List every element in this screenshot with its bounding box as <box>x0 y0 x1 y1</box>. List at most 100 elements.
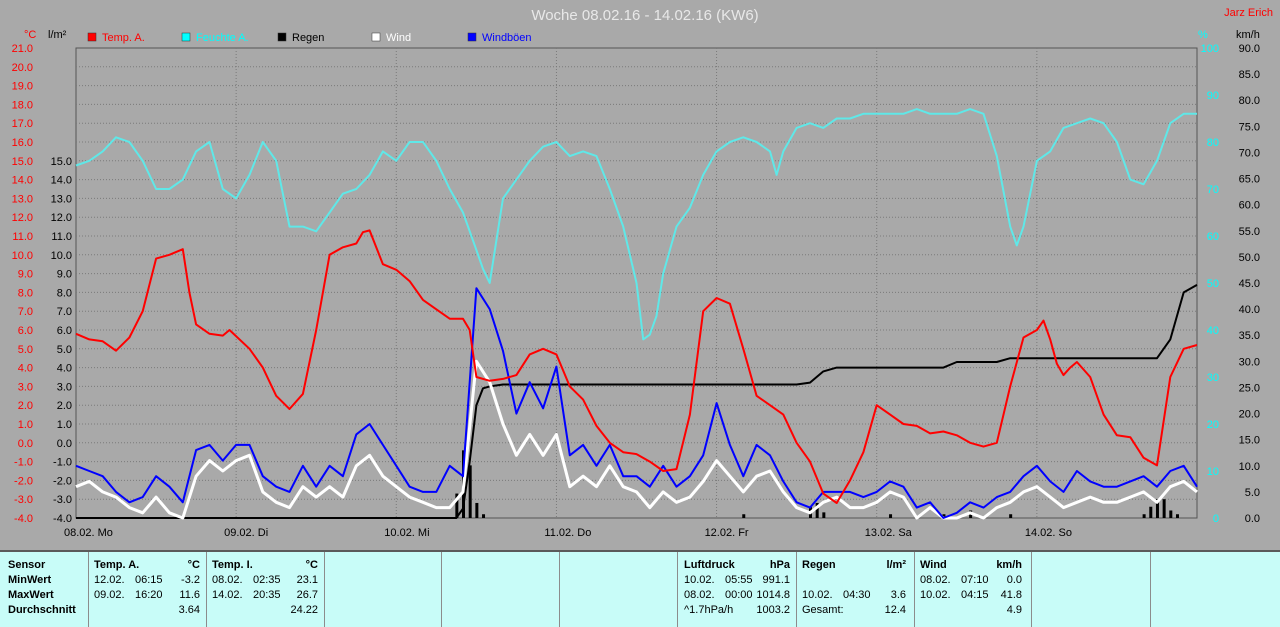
temp-tick-label: 10.0 <box>12 250 33 262</box>
stats-luftdruck-header: Luftdruck <box>684 559 735 571</box>
rain-tick-label: 12.0 <box>51 212 72 224</box>
plot-area: 21.0 20.0 19.0 18.0 17.0 16.0 15.0 14.0 13.0 12.0… <box>12 43 1260 539</box>
legend-item: Regen <box>277 32 324 44</box>
wind-tick-label: 60.0 <box>1239 200 1260 212</box>
stats-date: 10.02. <box>920 589 951 601</box>
stats-regen-unit: l/m² <box>886 559 906 571</box>
stats-time: 20:35 <box>253 589 281 601</box>
legend-label: Windböen <box>482 32 532 44</box>
legend-swatch <box>277 32 287 42</box>
rain-bar <box>1169 510 1173 518</box>
wind-tick-label: 25.0 <box>1239 382 1260 394</box>
x-tick-label: 13.02. Sa <box>865 527 913 539</box>
stats-value: 3.64 <box>178 604 200 616</box>
rain-tick-label: 14.0 <box>51 175 72 187</box>
temp-tick-label: 8.0 <box>18 287 33 299</box>
stats-date: 08.02. <box>684 589 715 601</box>
rain-tick-label: 5.0 <box>57 344 72 356</box>
rain-bar <box>1155 499 1159 518</box>
temp-tick-label: 1.0 <box>18 419 33 431</box>
stats-date: 10.02. <box>802 589 833 601</box>
wind-tick-label: 45.0 <box>1239 278 1260 290</box>
stats-time: 00:00 <box>725 589 753 601</box>
wind-tick-label: 70.0 <box>1239 147 1260 159</box>
stats-date: 10.02. <box>684 574 715 586</box>
humidity-tick-label: 20 <box>1207 419 1219 431</box>
rain-tick-label: 10.0 <box>51 250 72 262</box>
temp-tick-label: 2.0 <box>18 400 33 412</box>
stats-temp-a-column: Temp. A. °C 12.02. 06:15 -3.2 09.02. 16:20 11… <box>94 558 200 618</box>
x-tick-label: 11.02. Do <box>544 527 591 539</box>
stats-sensor-column: Sensor MinWert MaxWert Durchschnitt <box>8 558 86 618</box>
rain-tick-label: 13.0 <box>51 193 72 205</box>
stats-row-label: MaxWert <box>8 589 54 601</box>
temp-tick-label: 3.0 <box>18 381 33 393</box>
rain-tick-label: -4.0 <box>53 513 72 525</box>
temp-tick-label: 20.0 <box>12 62 33 74</box>
stats-value: 23.1 <box>296 574 318 586</box>
humidity-tick-label: 10 <box>1207 466 1219 478</box>
stats-value: 26.7 <box>296 589 318 601</box>
rain-tick-label: 3.0 <box>57 381 72 393</box>
humidity-tick-label: 40 <box>1207 325 1219 337</box>
temp-tick-label: 5.0 <box>18 344 33 356</box>
temp-tick-label: 6.0 <box>18 325 33 337</box>
temp-tick-label: 14.0 <box>12 175 33 187</box>
stats-value: 12.4 <box>884 604 906 616</box>
stats-temp-i-unit: °C <box>305 559 318 571</box>
wind-tick-label: 30.0 <box>1239 356 1260 368</box>
temp-tick-label: 13.0 <box>12 193 33 205</box>
stats-value: 3.6 <box>890 589 906 601</box>
stats-time: 16:20 <box>135 589 163 601</box>
statistics-panel: Sensor MinWert MaxWert Durchschnitt Temp… <box>0 550 1280 627</box>
stats-date: 08.02. <box>920 574 951 586</box>
humidity-tick-label: 30 <box>1207 372 1219 384</box>
rain-tick-label: 2.0 <box>57 400 72 412</box>
stats-date: 08.02. <box>212 574 243 586</box>
rain-tick-label: 8.0 <box>57 287 72 299</box>
wind-line <box>75 359 1198 520</box>
temp-tick-label: 16.0 <box>12 137 33 149</box>
plot-frame <box>75 47 1198 519</box>
rain-bar <box>475 502 479 518</box>
wind-tick-label: 75.0 <box>1239 121 1260 133</box>
gust-line <box>75 287 1198 519</box>
stats-temp-a-unit: °C <box>187 559 200 571</box>
rain-tick-label: 15.0 <box>51 156 72 168</box>
rain-bar <box>455 493 459 518</box>
humidity-tick-label: 80 <box>1207 137 1219 149</box>
rain-bar <box>468 465 472 518</box>
x-tick-label: 12.02. Fr <box>705 527 749 539</box>
wind-tick-label: 50.0 <box>1239 252 1260 264</box>
rain-tick-label: 6.0 <box>57 325 72 337</box>
legend-swatch <box>87 32 97 42</box>
legend-item: Wind <box>371 32 411 44</box>
stats-time: 02:35 <box>253 574 281 586</box>
rain-tick-label: 1.0 <box>57 419 72 431</box>
wind-tick-label: 80.0 <box>1239 95 1260 107</box>
wind-tick-label: 10.0 <box>1239 461 1260 473</box>
rain-bar <box>1175 514 1179 518</box>
wind-tick-label: 35.0 <box>1239 330 1260 342</box>
x-tick-label: 09.02. Di <box>224 527 268 539</box>
temp-tick-label: 21.0 <box>12 43 33 55</box>
stats-luftdruck-column: Luftdruck hPa 10.02. 05:55 991.1 08.02. 00:0… <box>684 558 790 618</box>
rain-bar <box>482 514 486 518</box>
stats-value: 991.1 <box>762 574 790 586</box>
temperature-line <box>75 229 1198 504</box>
stats-regen-header: Regen <box>802 559 836 571</box>
x-tick-label: 08.02. Mo <box>64 527 113 539</box>
author-label: Jarz Erich <box>1224 7 1273 19</box>
x-tick-label: 10.02. Mi <box>384 527 429 539</box>
temp-tick-label: 7.0 <box>18 306 33 318</box>
stats-temp-i-column: Temp. I. °C 08.02. 02:35 23.1 14.02. 20:35 26… <box>212 558 318 618</box>
rain-tick-label: 9.0 <box>57 269 72 281</box>
legend-label: Temp. A. <box>102 32 145 44</box>
stats-temp-i-header: Temp. I. <box>212 559 253 571</box>
stats-value: 1014.8 <box>756 589 790 601</box>
weather-chart: Woche 08.02.16 - 14.02.16 (KW6) Jarz Eri… <box>12 7 1273 539</box>
stats-value: 24.22 <box>290 604 318 616</box>
rain-unit-label: l/m² <box>48 29 67 41</box>
stats-value: -3.2 <box>181 574 200 586</box>
chart-title: Woche 08.02.16 - 14.02.16 (KW6) <box>531 7 758 24</box>
